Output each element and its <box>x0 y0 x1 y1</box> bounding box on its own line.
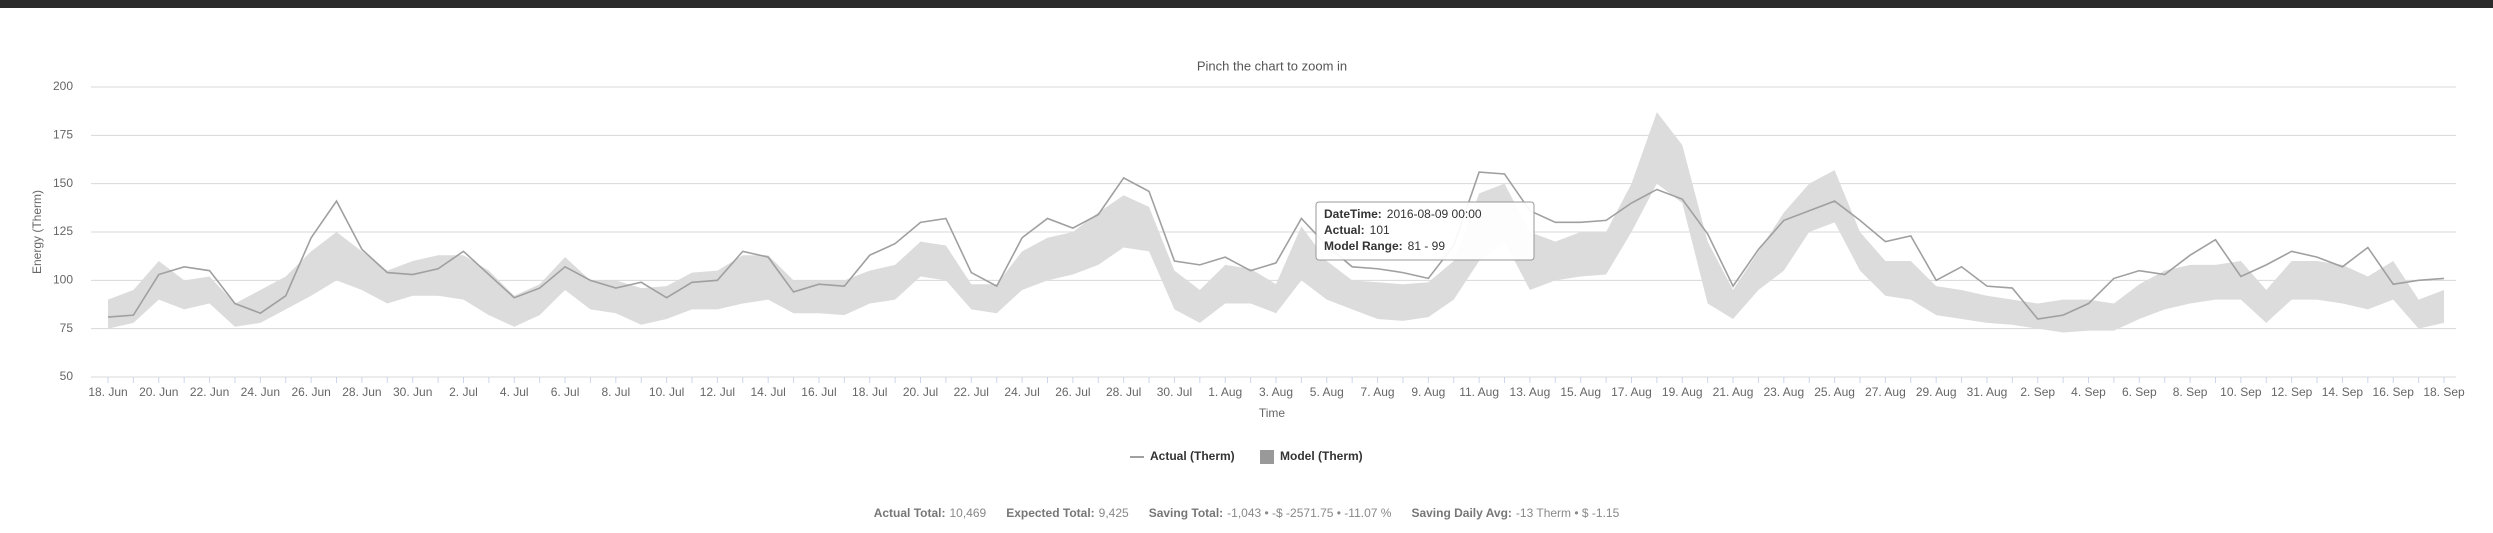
x-tick-label: 9. Aug <box>1411 385 1445 399</box>
x-tick-label: 20. Jun <box>139 385 178 399</box>
x-tick-label: 1. Aug <box>1208 385 1242 399</box>
legend-symbol <box>1260 450 1274 464</box>
y-tick-label: 100 <box>53 273 73 287</box>
tooltip-line: Actual: 101 <box>1324 223 1390 237</box>
y-tick-label: 75 <box>60 321 74 335</box>
tooltip-label: Model Range: <box>1324 239 1403 253</box>
tooltip-value: 2016-08-09 00:00 <box>1387 207 1482 221</box>
x-tick-label: 20. Jul <box>903 385 938 399</box>
x-tick-label: 22. Jun <box>190 385 229 399</box>
y-tick-label: 125 <box>53 224 73 238</box>
x-tick-label: 18. Jun <box>88 385 127 399</box>
chart: Pinch the chart to zoom in Time Energy (… <box>0 0 2493 464</box>
x-tick-label: 5. Aug <box>1310 385 1344 399</box>
y-tick-label: 200 <box>53 79 73 93</box>
model-range <box>108 112 2444 333</box>
tooltip-label: Actual: <box>1324 223 1365 237</box>
footer-item: Saving Daily Avg: -13 Therm • $ -1.15 <box>1411 506 1619 520</box>
legend-label: Actual (Therm) <box>1150 449 1235 463</box>
x-tick-label: 28. Jul <box>1106 385 1141 399</box>
x-tick-label: 24. Jun <box>241 385 280 399</box>
x-tick-label: 13. Aug <box>1510 385 1551 399</box>
legend-label: Model (Therm) <box>1280 449 1363 463</box>
footer-item: Saving Total: -1,043 • -$ -2571.75 • -11.… <box>1149 506 1392 520</box>
footer-label: Expected Total: <box>1006 506 1095 520</box>
x-tick-label: 31. Aug <box>1967 385 2008 399</box>
tooltip-line: Model Range: 81 - 99 <box>1324 239 1445 253</box>
x-axis-title: Time <box>1259 406 1286 420</box>
x-tick-label: 16. Jul <box>801 385 836 399</box>
chart-subtitle: Pinch the chart to zoom in <box>1197 58 1347 73</box>
footer-item: Actual Total: 10,469 <box>874 506 986 520</box>
x-tick-label: 3. Aug <box>1259 385 1293 399</box>
x-tick-label: 23. Aug <box>1763 385 1804 399</box>
x-tick-label: 7. Aug <box>1361 385 1395 399</box>
x-tick-label: 25. Aug <box>1814 385 1855 399</box>
footer-value: 10,469 <box>949 506 987 520</box>
x-tick-label: 26. Jun <box>291 385 330 399</box>
footer-label: Saving Daily Avg: <box>1411 506 1512 520</box>
actual-line <box>107 171 2445 320</box>
x-tick-label: 16. Sep <box>2373 385 2415 399</box>
top-bar <box>0 0 2493 8</box>
y-tick-label: 150 <box>53 176 73 190</box>
footer-label: Saving Total: <box>1148 506 1224 520</box>
x-tick-label: 2. Sep <box>2020 385 2055 399</box>
x-tick-label: 27. Aug <box>1865 385 1906 399</box>
x-tick-label: 8. Jul <box>601 385 630 399</box>
x-tick-label: 22. Jul <box>954 385 989 399</box>
x-tick-label: 14. Sep <box>2322 385 2364 399</box>
x-tick-label: 18. Jul <box>852 385 887 399</box>
x-tick-label: 12. Sep <box>2271 385 2313 399</box>
x-tick-label: 12. Jul <box>700 385 735 399</box>
x-tick-label: 30. Jun <box>393 385 432 399</box>
x-tick-label: 26. Jul <box>1055 385 1090 399</box>
x-tick-label: 19. Aug <box>1662 385 1703 399</box>
x-tick-label: 17. Aug <box>1611 385 1652 399</box>
x-tick-label: 11. Aug <box>1459 385 1499 399</box>
tooltip-line: DateTime: 2016-08-09 00:00 <box>1324 207 1482 221</box>
x-tick-label: 6. Sep <box>2122 385 2157 399</box>
x-tick-label: 15. Aug <box>1560 385 1601 399</box>
tooltip-box <box>1315 201 1535 261</box>
x-tick-label: 2. Jul <box>449 385 478 399</box>
y-tick-label: 175 <box>53 128 73 142</box>
x-tick-label: 21. Aug <box>1713 385 1754 399</box>
x-tick-label: 14. Jul <box>750 385 785 399</box>
x-tick-label: 10. Sep <box>2220 385 2262 399</box>
footer-value: -1,043 • -$ -2571.75 • -11.07 % <box>1227 506 1392 520</box>
x-tick-label: 29. Aug <box>1916 385 1957 399</box>
x-tick-label: 30. Jul <box>1157 385 1192 399</box>
x-tick-label: 8. Sep <box>2173 385 2208 399</box>
footer: Actual Total: 10,469 Expected Total: 9,425 S… <box>0 506 2493 520</box>
footer-value: -13 Therm • $ -1.15 <box>1515 506 1620 520</box>
y-axis-title: Energy (Therm) <box>30 190 44 274</box>
tooltip-value: 101 <box>1370 223 1390 237</box>
x-tick-label: 6. Jul <box>551 385 580 399</box>
x-tick-label: 18. Sep <box>2423 385 2465 399</box>
x-tick-label: 28. Jun <box>342 385 381 399</box>
footer-label: Actual Total: <box>873 506 946 520</box>
tooltip-value: 81 - 99 <box>1408 239 1446 253</box>
x-tick-label: 4. Sep <box>2071 385 2106 399</box>
x-tick-label: 4. Jul <box>500 385 529 399</box>
y-tick-label: 50 <box>60 369 74 383</box>
x-tick-label: 10. Jul <box>649 385 684 399</box>
footer-value: 9,425 <box>1098 506 1129 520</box>
legend: Actual (Therm) Model (Therm) <box>1130 449 1363 464</box>
x-tick-label: 24. Jul <box>1004 385 1039 399</box>
tooltip-label: DateTime: <box>1324 207 1382 221</box>
footer-item: Expected Total: 9,425 <box>1006 506 1129 520</box>
tooltip: DateTime: 2016-08-09 00:00 Actual: 101 Model… <box>1315 201 1535 261</box>
